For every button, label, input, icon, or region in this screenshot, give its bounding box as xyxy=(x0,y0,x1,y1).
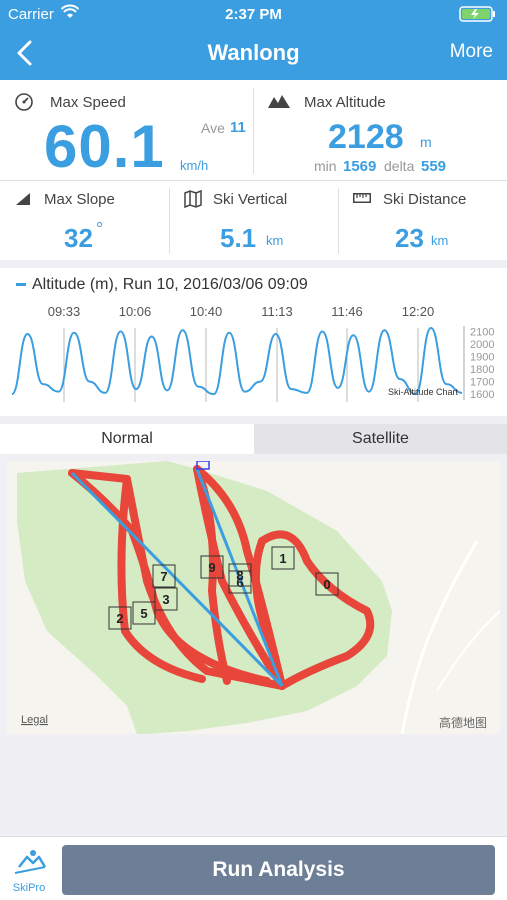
run-marker[interactable]: 3 xyxy=(154,587,178,611)
status-bar: Carrier 2:37 PM xyxy=(0,0,507,28)
map-provider-label: 高德地图 xyxy=(439,715,487,730)
y-tick-label: 1600 xyxy=(470,389,494,401)
y-tick-label: 2000 xyxy=(470,339,494,351)
max-slope-cell: Max Slope 32 ° xyxy=(0,181,169,260)
run-marker[interactable]: 2 xyxy=(108,606,132,630)
max-slope-label: Max Slope xyxy=(44,191,115,208)
slope-icon xyxy=(16,193,30,205)
x-tick-label: 11:13 xyxy=(261,304,293,319)
svg-text:6: 6 xyxy=(236,575,243,590)
x-tick-label: 12:20 xyxy=(402,304,435,319)
mountain-icon xyxy=(268,95,290,108)
run-marker[interactable]: 0 xyxy=(315,572,339,596)
tab-normal[interactable]: Normal xyxy=(0,424,254,454)
svg-text:3: 3 xyxy=(162,592,169,607)
svg-text:0: 0 xyxy=(323,577,330,592)
run-marker[interactable]: 1 xyxy=(271,546,295,570)
svg-text:7: 7 xyxy=(160,569,167,584)
ski-distance-unit: km xyxy=(431,233,449,248)
svg-text:9: 9 xyxy=(208,560,215,575)
lift-line xyxy=(195,468,284,687)
speedometer-icon xyxy=(15,93,33,111)
ski-distance-value: 23 xyxy=(395,223,424,253)
run-marker[interactable]: 8 xyxy=(228,563,252,587)
max-speed-label: Max Speed xyxy=(50,94,126,111)
run-marker[interactable]: 5 xyxy=(132,601,156,625)
ski-vertical-cell: Ski Vertical 5.1 km xyxy=(170,181,338,260)
terrain-area xyxy=(17,461,392,734)
max-slope-value: 32 xyxy=(64,223,93,253)
skipro-logo[interactable]: SkiPro xyxy=(6,847,52,897)
more-button[interactable]: More xyxy=(449,41,493,62)
ski-distance-label: Ski Distance xyxy=(383,191,467,208)
svg-text:8: 8 xyxy=(236,568,243,583)
legend-dash-icon xyxy=(16,283,26,287)
ski-distance-cell: Ski Distance 23 km xyxy=(339,181,507,260)
x-tick-label: 10:40 xyxy=(190,304,223,319)
ski-vertical-value: 5.1 xyxy=(220,223,257,253)
max-altitude-cell: Max Altitude 2128 m min 1569 delta 559 xyxy=(254,80,507,180)
run-marker[interactable]: 7 xyxy=(152,564,176,588)
y-tick-label: 1800 xyxy=(470,364,494,376)
y-tick-label: 2100 xyxy=(470,327,494,339)
delta-label: delta xyxy=(384,158,415,174)
chart-watermark: Ski-Altitude Chart xyxy=(388,387,459,397)
max-altitude-unit: m xyxy=(420,134,432,150)
road xyxy=(436,610,500,692)
lift-line xyxy=(70,471,284,688)
ski-vertical-label: Ski Vertical xyxy=(213,191,288,208)
bottom-bar: SkiPro Run Analysis xyxy=(0,836,507,900)
run-marker[interactable]: 9 xyxy=(200,555,224,579)
map-type-tabs: Normal Satellite xyxy=(0,424,507,454)
min-value: 1569 xyxy=(343,158,377,175)
map-canvas: 0 1 2 35 6 7 8 9 Legal 高德地图 xyxy=(17,461,500,734)
page-title: Wanlong xyxy=(207,40,300,65)
y-tick-label: 1700 xyxy=(470,377,494,389)
road xyxy=(400,540,479,734)
stats-panel: Max Speed 60.1 Ave 11 km/h Max Altitude … xyxy=(0,80,507,260)
back-chevron-icon[interactable] xyxy=(10,38,40,68)
max-speed-value: 60.1 xyxy=(44,113,165,180)
altitude-chart-panel: Altitude (m), Run 10, 2016/03/06 09:09 0… xyxy=(0,268,507,416)
logo-text: SkiPro xyxy=(12,882,46,894)
ave-value: 11 xyxy=(230,119,246,136)
ski-vertical-unit: km xyxy=(266,233,284,248)
x-tick-label: 11:46 xyxy=(331,304,363,319)
map-location-marker xyxy=(196,461,210,470)
max-altitude-value: 2128 xyxy=(328,118,404,156)
header: Carrier 2:37 PM Wanlong More xyxy=(0,0,507,80)
altitude-chart[interactable]: 09:33 10:06 10:40 11:13 11:46 12:20 2100200019… xyxy=(0,298,507,416)
y-tick-label: 1900 xyxy=(470,352,494,364)
max-altitude-label: Max Altitude xyxy=(304,94,386,111)
ski-tracks xyxy=(68,465,375,690)
chart-title-text: Altitude (m), Run 10, 2016/03/06 09:09 xyxy=(32,276,308,293)
delta-value: 559 xyxy=(421,158,447,175)
x-tick-label: 10:06 xyxy=(119,304,152,319)
map-fold-icon xyxy=(184,190,202,208)
x-tick-label: 09:33 xyxy=(48,304,81,319)
legal-link[interactable]: Legal xyxy=(21,714,48,726)
min-label: min xyxy=(314,158,337,174)
battery-icon xyxy=(459,6,495,22)
ave-label: Ave xyxy=(201,120,225,136)
svg-text:1: 1 xyxy=(279,551,286,566)
wifi-icon xyxy=(61,4,79,18)
svg-text:5: 5 xyxy=(140,606,147,621)
carrier-label: Carrier xyxy=(8,6,54,23)
run-markers: 0 1 2 35 6 7 8 9 xyxy=(108,546,339,630)
max-speed-unit: km/h xyxy=(180,158,209,173)
ruler-icon xyxy=(353,193,371,203)
skier-icon xyxy=(14,850,47,874)
chart-title: Altitude (m), Run 10, 2016/03/06 09:09 xyxy=(16,276,308,294)
run-analysis-button[interactable]: Run Analysis xyxy=(62,845,495,895)
status-time: 2:37 PM xyxy=(225,6,282,23)
altitude-series-line xyxy=(11,326,463,396)
max-slope-unit: ° xyxy=(96,219,104,239)
tab-satellite[interactable]: Satellite xyxy=(254,424,507,454)
svg-text:2: 2 xyxy=(116,611,123,626)
navbar: Wanlong More xyxy=(0,28,507,80)
max-speed-cell: Max Speed 60.1 Ave 11 km/h xyxy=(0,80,253,180)
